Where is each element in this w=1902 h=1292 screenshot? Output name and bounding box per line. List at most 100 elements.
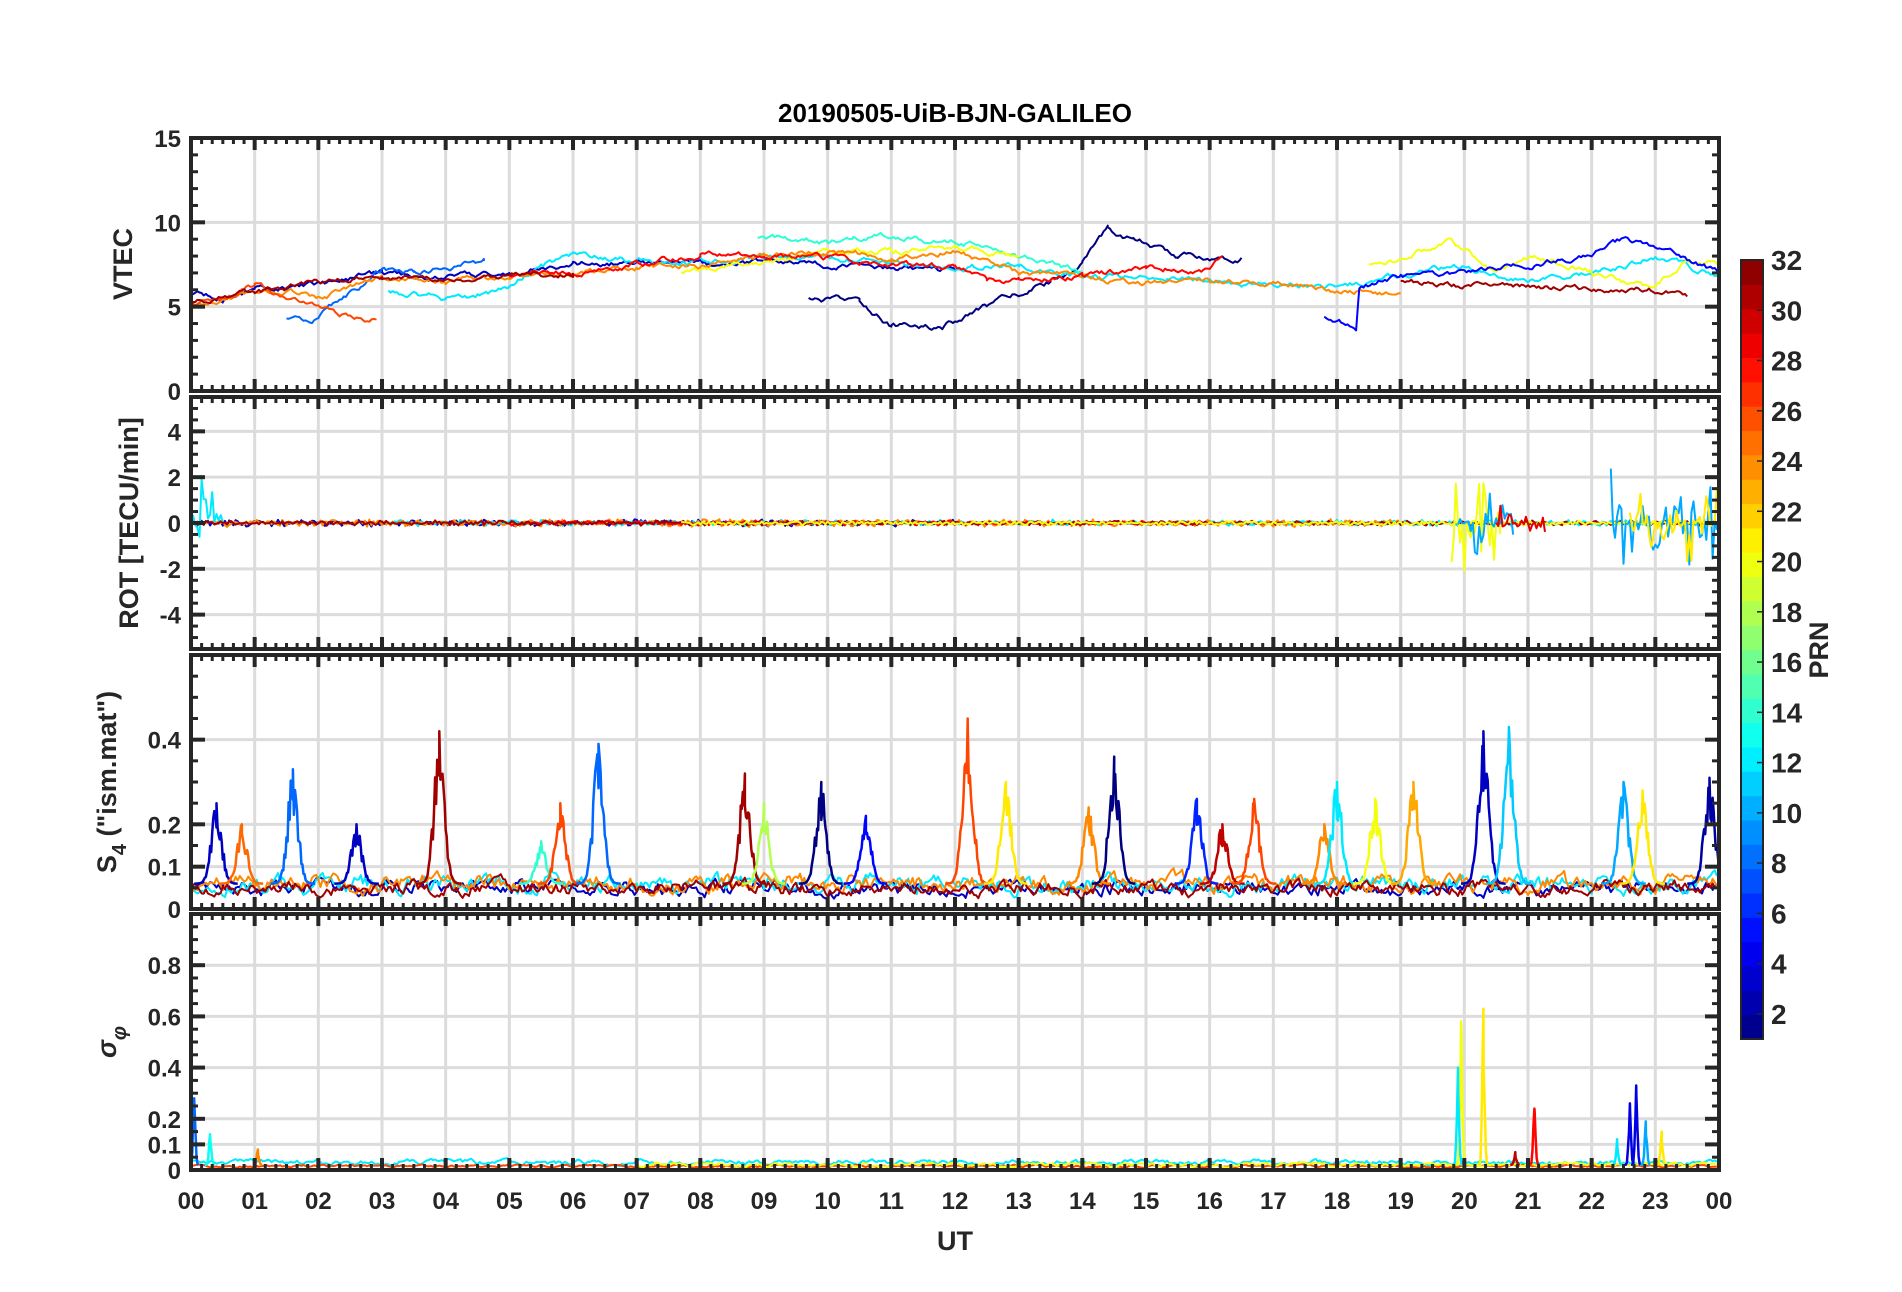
vtec-line-prn-1 — [808, 224, 1243, 331]
y-tick-label: 0.2 — [148, 1107, 181, 1134]
s4-peak-prn-31 — [416, 729, 462, 885]
colorbar-swatch — [1741, 722, 1763, 748]
colorbar-tick-label: 16 — [1771, 647, 1802, 678]
rot-burst-prn-20 — [1450, 482, 1502, 572]
vtec-line-prn-14 — [757, 231, 1084, 275]
rot-burst-prn-10 — [1609, 468, 1718, 566]
y-tick-label: 0.6 — [148, 1004, 181, 1031]
y-label-sigma: σφ — [92, 1026, 131, 1058]
colorbar-tick-label: 32 — [1771, 245, 1802, 276]
x-tick-label: 03 — [369, 1188, 396, 1215]
s4-peak-prn-11 — [1486, 725, 1532, 885]
y-tick-label: 0.1 — [148, 855, 181, 882]
y-label-s4-sub: 4 — [109, 843, 131, 855]
colorbar-swatch — [1741, 381, 1763, 407]
y-label-sigma-sub: φ — [109, 1026, 131, 1040]
colorbar-tick-label: 30 — [1771, 295, 1802, 326]
colorbar-swatch — [1741, 771, 1763, 797]
rot-burst-prn-12 — [191, 478, 224, 538]
axes-frame — [189, 653, 1721, 911]
vtec-line-prn-20 — [1368, 237, 1719, 289]
s4-peak-prn-26 — [1231, 797, 1277, 885]
y-tick-label: -2 — [160, 557, 181, 584]
colorbar-swatch — [1741, 990, 1763, 1016]
panel-sigma: 00.10.2 0.4 0.6 0.8 — [148, 912, 1721, 1185]
sigma-peak-prn-13 — [204, 1132, 216, 1167]
s4-peak-prn-31 — [722, 772, 767, 885]
sigma-peak-prn-28 — [1529, 1107, 1540, 1167]
sigma-peak-prn-12 — [1452, 1066, 1464, 1167]
colorbar-swatch — [1741, 479, 1763, 505]
y-tick-label: 0 — [168, 379, 181, 406]
colorbar-swatch — [1741, 406, 1763, 432]
colorbar-tick-label: 6 — [1771, 898, 1787, 929]
y-tick-label: 0.1 — [148, 1132, 181, 1159]
colorbar-swatch — [1741, 600, 1763, 626]
y-tick-label: 0.4 — [148, 1056, 182, 1083]
colorbar-tick-label: 10 — [1771, 798, 1802, 829]
s4-peak-prn-1 — [798, 780, 843, 885]
s4-peak-prn-6 — [1174, 797, 1219, 885]
s4-peak-prn-23 — [1390, 780, 1436, 885]
series-group — [191, 224, 1719, 332]
y-tick-label: 0.2 — [148, 812, 181, 839]
colorbar-swatch — [1741, 333, 1763, 358]
x-tick-label: 00 — [1706, 1188, 1733, 1215]
y-label-rot: ROT [TECU/min] — [114, 417, 144, 628]
s4-peak-prn-8 — [575, 742, 621, 885]
s4-peak-prn-5 — [843, 814, 888, 885]
y-tick-label: 2 — [168, 465, 181, 492]
sigma-peak-prn-30 — [1509, 1150, 1520, 1167]
rot-burst-prn-29 — [1495, 504, 1546, 533]
s4-peak-prn-2 — [1686, 776, 1719, 885]
y-label-s4-rest: ("ism.mat") — [92, 691, 122, 844]
s4-peak-prn-1 — [1091, 755, 1136, 885]
colorbar-swatch — [1741, 503, 1763, 529]
s4-peak-prn-12 — [1314, 780, 1360, 885]
y-tick-label: 0 — [168, 1158, 181, 1185]
colorbar-tick-label: 8 — [1771, 848, 1787, 879]
x-tick-label: 18 — [1324, 1188, 1351, 1215]
panel-s4: 0 0.1 0.2 0.4 — [148, 653, 1721, 924]
x-tick-label: 19 — [1387, 1188, 1414, 1215]
x-tick-label: 22 — [1578, 1188, 1605, 1215]
x-tick-label: 10 — [814, 1188, 841, 1215]
s4-baseline-prn-31 — [191, 873, 1718, 901]
y-tick-label: 0 — [168, 897, 181, 924]
colorbar-tick-label: 12 — [1771, 748, 1802, 779]
y-tick-label: 10 — [154, 210, 181, 237]
x-tick-label: 21 — [1515, 1188, 1542, 1215]
colorbar-swatch — [1741, 284, 1763, 310]
sigma-peak-prn-4 — [1630, 1084, 1642, 1167]
y-label-sigma-main: σ — [92, 1039, 122, 1058]
s4-peak-prn-10 — [1601, 780, 1646, 885]
s4-peak-prn-18 — [741, 801, 786, 885]
colorbar-swatch — [1741, 941, 1763, 967]
colorbar-frame — [1740, 259, 1764, 1040]
colorbar-tick-label: 28 — [1771, 346, 1802, 377]
colorbar-swatch — [1741, 819, 1763, 845]
sigma-peak-prn-8 — [191, 1097, 200, 1166]
colorbar-swatch — [1741, 357, 1763, 383]
grid — [191, 655, 1719, 909]
colorbar-swatch — [1741, 308, 1763, 334]
colorbar-swatch — [1741, 746, 1763, 772]
colorbar-tick-label: 4 — [1771, 949, 1787, 980]
colorbar-swatch — [1741, 965, 1763, 991]
x-tick-label: 09 — [751, 1188, 778, 1215]
colorbar-swatch — [1741, 795, 1763, 821]
x-tick-label: 00 — [178, 1188, 205, 1215]
x-tick-label: 07 — [623, 1188, 650, 1215]
y-tick-label: -4 — [160, 603, 182, 630]
x-tick-label: 01 — [241, 1188, 268, 1215]
x-tick-label: 12 — [942, 1188, 969, 1215]
colorbar-swatch — [1741, 649, 1763, 675]
s4-peak-prn-26 — [537, 801, 583, 885]
sigma-peak-prn-20 — [1455, 1020, 1467, 1167]
vtec-line-prn-31 — [191, 271, 574, 305]
x-tick-label: 23 — [1642, 1188, 1669, 1215]
colorbar-swatch — [1741, 576, 1763, 602]
axes-frame — [189, 912, 1721, 1172]
colorbar-tick-label: 14 — [1771, 697, 1803, 728]
y-label-vtec: VTEC — [108, 228, 138, 300]
